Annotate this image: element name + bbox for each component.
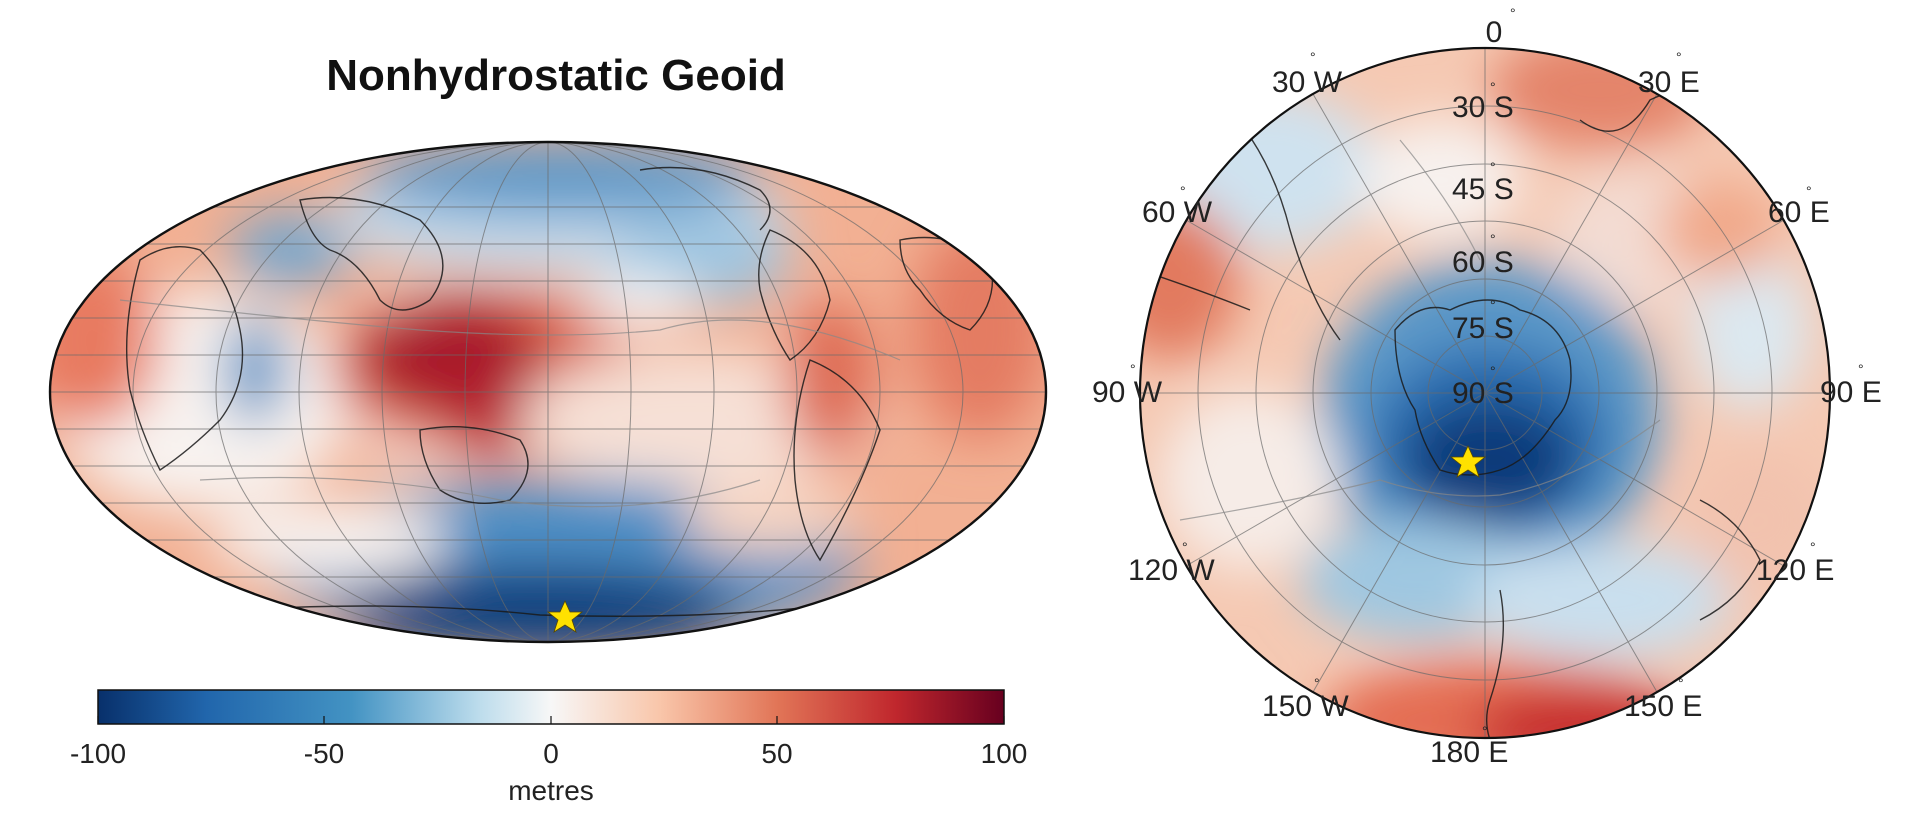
svg-text:°: °	[1490, 159, 1496, 175]
svg-text:°: °	[1810, 539, 1816, 555]
svg-text:°: °	[1858, 361, 1864, 377]
lat-label-30s: 30 S	[1452, 91, 1514, 124]
colorbar: -100 -50 0 50 100 metres	[70, 689, 1028, 806]
lat-label-90s: 90 S	[1452, 377, 1514, 410]
lon-label-180: 180 E	[1430, 736, 1508, 769]
lon-label-120w: 120 W	[1128, 554, 1215, 587]
lat-label-75s: 75 S	[1452, 312, 1514, 345]
svg-text:°: °	[1490, 79, 1496, 95]
lon-label-150e: 150 E	[1624, 690, 1702, 723]
svg-text:°: °	[1490, 297, 1496, 313]
svg-text:°: °	[1180, 183, 1186, 199]
lat-label-60s: 60 S	[1452, 246, 1514, 279]
longitude-labels: 0 ° 30 E ° 60 E ° 90 E ° 120 E ° 150 E °…	[1092, 5, 1882, 769]
colorbar-tick: 100	[981, 738, 1028, 769]
svg-text:°: °	[1806, 183, 1812, 199]
svg-text:°: °	[1482, 723, 1488, 739]
lon-label-120e: 120 E	[1756, 554, 1834, 587]
star-marker-right	[1449, 445, 1487, 478]
svg-text:°: °	[1130, 361, 1136, 377]
star-marker-left	[546, 600, 584, 633]
lon-label-90e: 90 E	[1820, 376, 1882, 409]
colorbar-label: metres	[508, 775, 594, 806]
mollweide-map	[48, 140, 1048, 644]
colorbar-tick: -100	[70, 738, 126, 769]
colorbar-tick: -50	[304, 738, 344, 769]
lon-label-30e: 30 E	[1638, 66, 1700, 99]
polar-map	[1138, 46, 1832, 740]
svg-text:°: °	[1490, 231, 1496, 247]
svg-text:°: °	[1490, 363, 1496, 379]
colorbar-tick: 0	[543, 738, 559, 769]
lat-label-45s: 45 S	[1452, 173, 1514, 206]
svg-text:°: °	[1182, 539, 1188, 555]
svg-text:°: °	[1510, 5, 1516, 21]
lon-label-150w: 150 W	[1262, 690, 1349, 723]
lon-label-60e: 60 E	[1768, 196, 1830, 229]
lon-label-60w: 60 W	[1142, 196, 1213, 229]
svg-text:°: °	[1314, 675, 1320, 691]
colorbar-tick: 50	[761, 738, 792, 769]
svg-text:°: °	[1310, 49, 1316, 65]
latitude-labels: 30 S ° 45 S ° 60 S ° 75 S ° 90 S °	[1452, 79, 1514, 410]
svg-text:°: °	[1678, 675, 1684, 691]
lon-label-30w: 30 W	[1272, 66, 1343, 99]
lon-label-90w: 90 W	[1092, 376, 1163, 409]
svg-text:°: °	[1676, 49, 1682, 65]
map-title: Nonhydrostatic Geoid	[326, 51, 786, 100]
lon-label-0: 0	[1486, 16, 1503, 49]
